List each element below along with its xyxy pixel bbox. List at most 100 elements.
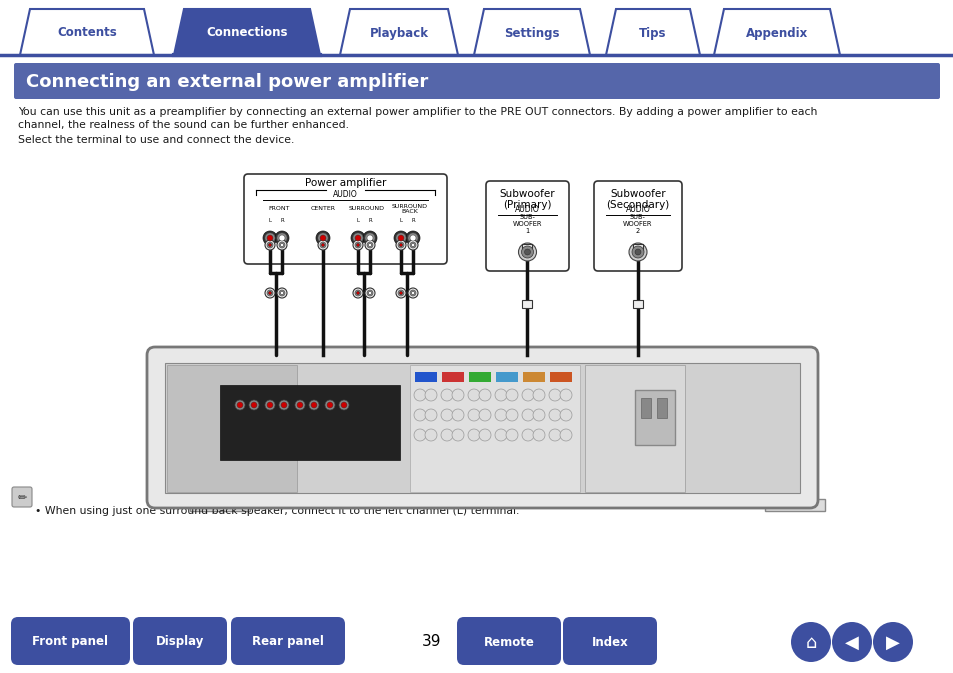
Circle shape <box>368 244 371 246</box>
Bar <box>190 499 250 511</box>
Circle shape <box>353 233 363 243</box>
Circle shape <box>790 622 830 662</box>
Bar <box>415 372 436 382</box>
Text: SUB-
WOOFER
1: SUB- WOOFER 1 <box>512 214 541 234</box>
Circle shape <box>234 400 245 410</box>
Text: CENTER: CENTER <box>310 207 335 211</box>
Circle shape <box>367 290 373 296</box>
Bar <box>522 299 532 308</box>
Circle shape <box>521 429 534 441</box>
Circle shape <box>276 288 287 298</box>
Circle shape <box>317 240 328 250</box>
Circle shape <box>268 244 272 246</box>
Polygon shape <box>474 9 589 55</box>
Circle shape <box>410 242 416 248</box>
Text: R: R <box>280 219 284 223</box>
Circle shape <box>394 231 408 245</box>
Circle shape <box>351 231 365 245</box>
Circle shape <box>635 249 640 255</box>
Circle shape <box>265 400 274 410</box>
Text: ▶: ▶ <box>885 634 899 652</box>
Circle shape <box>440 409 453 421</box>
Circle shape <box>268 291 272 295</box>
Circle shape <box>410 290 416 296</box>
Bar <box>167 365 296 492</box>
Bar <box>220 385 399 460</box>
Circle shape <box>559 409 572 421</box>
Circle shape <box>353 240 363 250</box>
FancyBboxPatch shape <box>562 617 657 665</box>
Circle shape <box>368 291 371 295</box>
Circle shape <box>831 622 871 662</box>
Text: Display: Display <box>155 635 204 649</box>
Circle shape <box>296 402 303 408</box>
Bar <box>633 299 642 308</box>
Text: Power amplifier: Power amplifier <box>305 178 386 188</box>
Text: Rear panel: Rear panel <box>252 635 324 649</box>
Circle shape <box>278 290 285 296</box>
Circle shape <box>355 235 360 241</box>
Bar <box>522 244 532 252</box>
Circle shape <box>424 409 436 421</box>
Circle shape <box>411 291 414 295</box>
Circle shape <box>356 244 359 246</box>
Text: Contents: Contents <box>57 26 117 40</box>
Circle shape <box>265 240 274 250</box>
Text: SURROUND: SURROUND <box>349 207 385 211</box>
FancyBboxPatch shape <box>12 487 32 507</box>
Circle shape <box>533 429 544 441</box>
Circle shape <box>478 389 491 401</box>
Circle shape <box>317 233 328 243</box>
Text: Index: Index <box>591 635 628 649</box>
Text: (Primary): (Primary) <box>503 200 551 210</box>
Text: AUDIO: AUDIO <box>333 190 357 199</box>
Circle shape <box>356 291 359 295</box>
Circle shape <box>440 389 453 401</box>
Text: SURROUND
BACK: SURROUND BACK <box>392 204 428 214</box>
Circle shape <box>315 231 330 245</box>
Circle shape <box>267 235 273 241</box>
Circle shape <box>251 402 256 408</box>
Circle shape <box>533 389 544 401</box>
Circle shape <box>365 240 375 250</box>
Bar <box>764 499 824 511</box>
Polygon shape <box>605 9 700 55</box>
Polygon shape <box>20 9 153 55</box>
Circle shape <box>395 288 406 298</box>
Bar <box>635 390 675 445</box>
Circle shape <box>280 244 283 246</box>
Polygon shape <box>339 9 457 55</box>
Circle shape <box>321 244 324 246</box>
Text: Appendix: Appendix <box>745 26 807 40</box>
Text: • When using just one surround back speaker, connect it to the left channel (L) : • When using just one surround back spea… <box>35 506 518 516</box>
Circle shape <box>495 389 506 401</box>
Circle shape <box>505 389 517 401</box>
Circle shape <box>440 429 453 441</box>
Bar <box>522 372 544 382</box>
Circle shape <box>319 242 326 248</box>
Text: ◀: ◀ <box>844 634 858 652</box>
Circle shape <box>478 429 491 441</box>
Text: channel, the realness of the sound can be further enhanced.: channel, the realness of the sound can b… <box>18 120 349 130</box>
Circle shape <box>631 246 643 258</box>
Text: 39: 39 <box>422 635 441 649</box>
Circle shape <box>280 291 283 295</box>
Circle shape <box>505 409 517 421</box>
Circle shape <box>628 243 646 261</box>
Circle shape <box>548 429 560 441</box>
Text: AUDIO: AUDIO <box>515 205 539 214</box>
Circle shape <box>414 429 426 441</box>
Bar <box>410 365 579 492</box>
Circle shape <box>236 402 243 408</box>
Circle shape <box>397 242 403 248</box>
Circle shape <box>395 240 406 250</box>
FancyBboxPatch shape <box>11 617 130 665</box>
Text: AUDIO: AUDIO <box>625 205 650 214</box>
Circle shape <box>452 429 463 441</box>
Circle shape <box>468 409 479 421</box>
Circle shape <box>265 288 274 298</box>
Circle shape <box>872 622 912 662</box>
FancyBboxPatch shape <box>14 63 939 99</box>
Circle shape <box>265 233 274 243</box>
Circle shape <box>325 400 335 410</box>
